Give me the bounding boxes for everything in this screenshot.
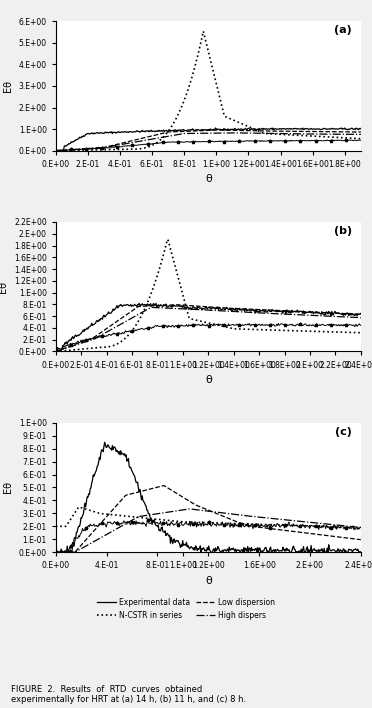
Y-axis label: Eθ: Eθ (0, 281, 8, 292)
X-axis label: θ: θ (205, 174, 212, 184)
Y-axis label: Eθ: Eθ (3, 80, 13, 92)
Text: (c): (c) (335, 427, 352, 437)
X-axis label: θ: θ (205, 375, 212, 385)
Y-axis label: Eθ: Eθ (3, 481, 13, 493)
X-axis label: θ: θ (205, 576, 212, 586)
Legend: Experimental data, N-CSTR in series, Low dispersion, High dispers: Experimental data, N-CSTR in series, Low… (94, 595, 278, 623)
Text: (b): (b) (334, 226, 352, 236)
Text: (a): (a) (334, 25, 352, 35)
Text: FIGURE  2.  Results  of  RTD  curves  obtained
experimentally for HRT at (a) 14 : FIGURE 2. Results of RTD curves obtained… (11, 685, 246, 704)
